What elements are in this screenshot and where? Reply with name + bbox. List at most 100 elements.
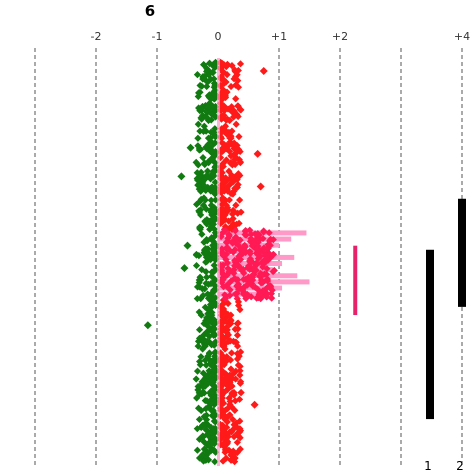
point-positive (235, 133, 243, 141)
point-positive (218, 301, 226, 309)
point-negative (201, 160, 209, 169)
point-negative (199, 154, 207, 162)
point-positive (223, 385, 231, 394)
point-negative (202, 279, 210, 287)
point-highlight (260, 244, 268, 252)
point-negative (196, 223, 204, 231)
point-highlight (266, 237, 274, 245)
point-negative (205, 367, 213, 375)
point-highlight (264, 283, 272, 291)
point-highlight (263, 290, 271, 298)
point-highlight (225, 230, 233, 239)
point-negative (195, 415, 204, 424)
point-positive (231, 160, 239, 169)
point-negative (200, 413, 208, 421)
point-positive (236, 367, 244, 375)
point-negative (209, 408, 217, 416)
point-positive (220, 376, 228, 384)
point-positive (230, 450, 238, 459)
point-negative (208, 102, 216, 110)
point-positive (236, 362, 244, 370)
point-negative (195, 326, 204, 334)
point-highlight (218, 268, 226, 276)
point-highlight (233, 282, 241, 290)
point-positive (217, 423, 225, 432)
point-highlight (254, 255, 262, 263)
point-negative (207, 155, 216, 164)
point-negative (205, 332, 213, 340)
point-highlight (242, 226, 250, 235)
point-negative (210, 446, 218, 454)
point-highlight (255, 246, 263, 254)
point-highlight (265, 229, 273, 237)
point-negative (207, 391, 215, 400)
point-negative (197, 114, 205, 122)
point-positive (233, 331, 242, 339)
point-positive (230, 433, 238, 441)
point-positive (218, 214, 226, 222)
point-highlight (244, 276, 252, 284)
point-negative (202, 361, 210, 369)
point-negative (206, 301, 215, 309)
point-negative (209, 298, 218, 306)
x-tick-label: +4 (454, 30, 470, 43)
point-positive (220, 358, 228, 366)
point-negative (199, 75, 207, 83)
point-negative (207, 95, 215, 103)
point-negative (204, 318, 212, 326)
point-positive (218, 408, 226, 416)
point-negative (207, 295, 216, 303)
point-highlight (233, 235, 241, 243)
point-positive (224, 311, 233, 319)
point-negative (199, 457, 208, 465)
point-negative (202, 415, 211, 424)
point-positive (242, 294, 250, 303)
point-highlight (249, 239, 258, 248)
point-positive (228, 349, 236, 357)
point-positive (216, 357, 225, 366)
point-negative (200, 60, 208, 69)
point-positive (237, 208, 245, 216)
point-negative (199, 291, 207, 300)
point-positive (234, 319, 242, 327)
point-highlight (257, 279, 265, 287)
point-positive (229, 206, 237, 214)
point-positive (266, 241, 274, 249)
point-negative (206, 447, 215, 455)
highlight-bar (218, 242, 279, 248)
point-positive (228, 176, 237, 184)
point-positive (217, 404, 225, 412)
chart-title: 6 (145, 2, 155, 20)
point-positive (222, 78, 230, 86)
point-positive (236, 371, 244, 379)
point-highlight (254, 293, 262, 301)
point-outlier (259, 67, 268, 76)
point-negative (201, 376, 209, 384)
point-negative (201, 250, 209, 258)
point-negative (207, 196, 215, 204)
point-highlight (222, 238, 231, 246)
point-negative (192, 158, 200, 167)
point-negative (209, 328, 217, 336)
point-negative (193, 283, 202, 291)
point-positive (230, 421, 238, 429)
point-negative (209, 439, 217, 447)
point-positive (220, 318, 228, 326)
point-negative (205, 305, 213, 313)
point-negative (211, 358, 220, 366)
point-positive (222, 436, 230, 444)
point-positive (223, 353, 231, 361)
x-tick-label: -2 (91, 30, 102, 43)
point-positive (219, 457, 227, 465)
point-positive (232, 201, 240, 209)
point-positive (224, 187, 232, 195)
point-negative (211, 319, 219, 328)
point-outlier (143, 321, 152, 330)
point-negative (201, 303, 209, 311)
point-negative (209, 434, 218, 442)
point-negative (207, 187, 215, 195)
point-negative (205, 91, 213, 99)
point-positive (227, 82, 235, 91)
point-positive (229, 456, 237, 464)
point-negative (199, 345, 207, 353)
